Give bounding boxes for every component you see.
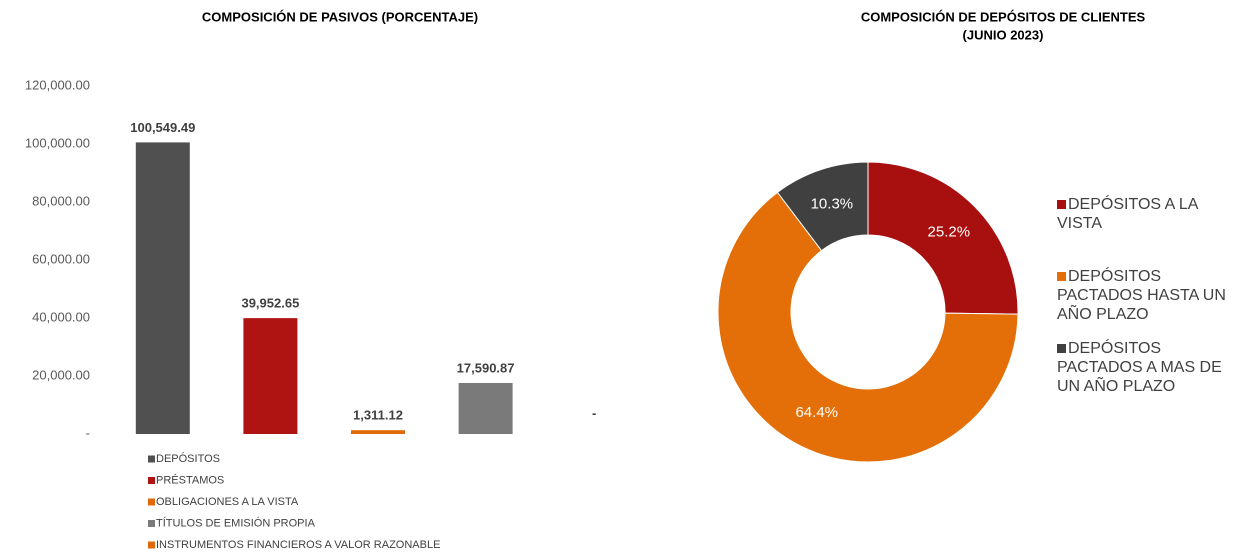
y-tick-label: 20,000.00: [32, 367, 90, 382]
y-tick-label: 40,000.00: [32, 309, 90, 324]
bar-title: COMPOSICIÓN DE PASIVOS (PORCENTAJE): [202, 9, 478, 24]
legend-swatch: [1057, 200, 1066, 209]
slice-label: 25.2%: [928, 223, 971, 240]
legend-label: DEPÓSITOS A LA VISTA: [1057, 196, 1198, 232]
legend-entry: DEPÓSITOS PACTADOS A MAS DE UN AÑO PLAZO: [1057, 339, 1242, 396]
legend-label: OBLIGACIONES A LA VISTA: [156, 496, 299, 508]
donut-slice: [776, 161, 869, 252]
legend-swatch: [148, 455, 155, 463]
value-label: 17,590.87: [457, 360, 515, 375]
legend-label: DEPÓSITOS PACTADOS HASTA UN AÑO PLAZO: [1057, 268, 1226, 323]
y-tick-label: 80,000.00: [32, 193, 90, 208]
legend-label: TÍTULOS DE EMISIÓN PROPIA: [156, 516, 316, 529]
donut-title: (JUNIO 2023): [963, 27, 1044, 42]
value-label: 39,952.65: [241, 296, 299, 311]
slice-label: 64.4%: [795, 404, 838, 421]
y-tick-label: 100,000.00: [25, 135, 90, 150]
legend-swatch: [148, 498, 155, 506]
value-label: 100,549.49: [130, 120, 195, 135]
legend-label: DEPÓSITOS: [156, 452, 220, 465]
legend-entry: DEPÓSITOS A LA VISTA: [1057, 195, 1242, 233]
donut-title: COMPOSICIÓN DE DEPÓSITOS DE CLIENTES: [861, 9, 1146, 24]
donut-slice: [867, 161, 1019, 315]
legend-swatch: [148, 477, 155, 484]
bar: [135, 142, 190, 434]
legend-swatch: [148, 520, 155, 527]
legend-entry: DEPÓSITOS PACTADOS HASTA UN AÑO PLAZO: [1057, 267, 1242, 324]
legend-swatch: [1057, 344, 1066, 353]
y-tick-label: 60,000.00: [32, 251, 90, 266]
legend-swatch: [148, 541, 155, 549]
legend-label: PRÉSTAMOS: [156, 473, 224, 486]
value-label: 1,311.12: [353, 408, 403, 423]
legend-label: INSTRUMENTOS FINANCIEROS A VALOR RAZONAB…: [156, 539, 440, 551]
y-tick-label: 120,000.00: [25, 77, 90, 92]
y-tick-label: -: [86, 425, 90, 440]
legend-swatch: [1057, 272, 1066, 281]
bar: [351, 430, 405, 434]
donut-slice: [717, 191, 1019, 463]
slice-label: 10.3%: [811, 195, 854, 212]
legend-label: DEPÓSITOS PACTADOS A MAS DE UN AÑO PLAZO: [1057, 340, 1222, 395]
bar: [458, 382, 513, 434]
bar: [243, 318, 298, 434]
value-label: -: [592, 405, 596, 420]
